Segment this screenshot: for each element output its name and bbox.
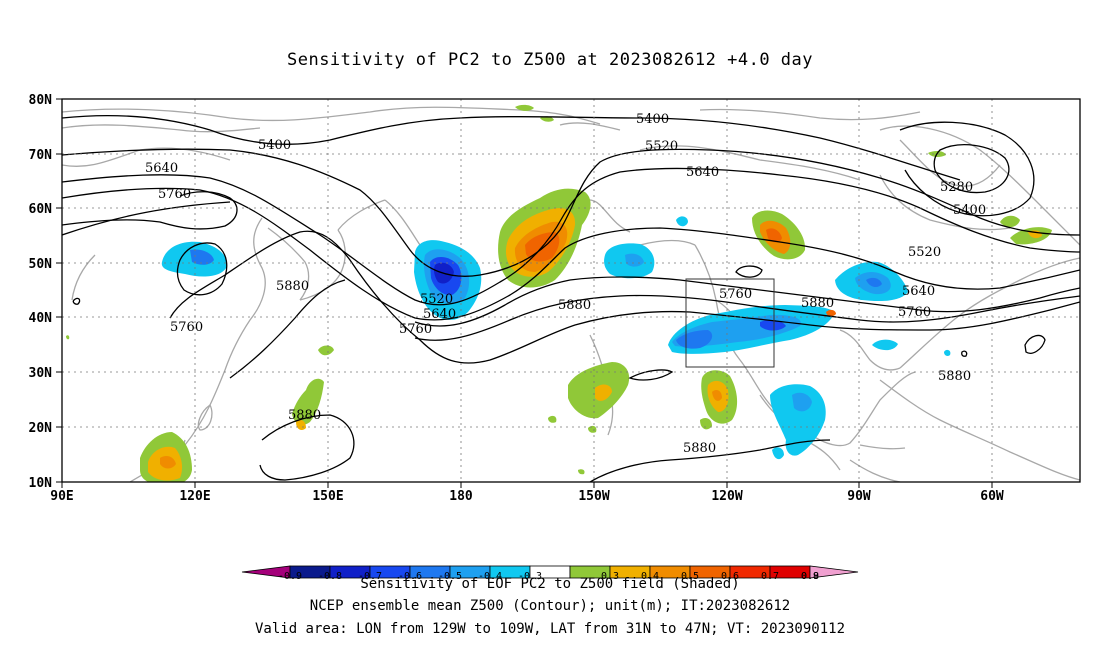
lon-label: 120E — [179, 489, 210, 504]
lat-label: 20N — [29, 421, 53, 436]
lon-label: 180 — [449, 489, 473, 504]
colorbar-tick-label: 0.8 — [801, 571, 819, 582]
lon-label: 90E — [50, 489, 73, 504]
colorbar-tick-label: -0.4 — [478, 571, 502, 582]
lat-label: 10N — [29, 476, 53, 491]
footer-valid-area: Valid area: LON from 129W to 109W, LAT f… — [254, 621, 845, 637]
contour-label: 5640 — [902, 284, 935, 299]
z500-contours — [62, 115, 1080, 482]
contour-label: 5760 — [158, 187, 191, 202]
footer-contour-caption: NCEP ensemble mean Z500 (Contour); unit(… — [309, 598, 791, 614]
contour-label: 5520 — [645, 139, 678, 154]
axis-ticks — [56, 98, 993, 488]
colorbar-tick-label: 0.9 — [801, 571, 819, 582]
colorbar-tick-label: -0.7 — [358, 571, 382, 582]
colorbar-tick-label: -0.5 — [438, 571, 462, 582]
colorbar-extend-high — [809, 565, 859, 579]
contour-label-group: 5400 5400 5520 5640 5640 5760 5760 5760 … — [145, 112, 986, 456]
contour-label: 5640 — [423, 307, 456, 322]
lat-label: 70N — [29, 148, 53, 163]
map-title: Sensitivity of PC2 to Z500 at 2023082612… — [286, 50, 813, 70]
contour-label: 5520 — [420, 292, 453, 307]
colorbar-tick-label: -0.8 — [318, 571, 342, 582]
colorbar-tick-label: -0.3 — [518, 571, 542, 582]
lat-label: 50N — [29, 257, 53, 272]
lat-label: 30N — [29, 366, 53, 381]
lat-label: 60N — [29, 202, 53, 217]
lat-label: 40N — [29, 311, 53, 326]
valid-area-box — [685, 278, 775, 368]
contour-label: 5880 — [801, 296, 834, 311]
colorbar-tick-label: 0.3 — [601, 571, 619, 582]
lon-label: 90W — [847, 489, 871, 504]
contour-label: 5880 — [276, 279, 309, 294]
contour-label: 5760 — [170, 320, 203, 335]
colorbar-tick-label: 0.6 — [721, 571, 739, 582]
map-frame — [61, 98, 1081, 483]
lon-label: 60W — [980, 489, 1004, 504]
lat-lon-grid — [62, 99, 1080, 482]
colorbar-tick-label: 0.4 — [641, 571, 659, 582]
contour-label: 5400 — [258, 138, 291, 153]
contour-label: 5640 — [686, 165, 719, 180]
contour-label: 5640 — [145, 161, 178, 176]
contour-label: 5520 — [908, 245, 941, 260]
colorbar-tick-label: 0.5 — [681, 571, 699, 582]
contour-label: 5280 — [940, 180, 973, 195]
contour-label: 5880 — [683, 441, 716, 456]
lon-label: 120W — [711, 489, 742, 504]
lon-label: 150E — [312, 489, 343, 504]
colorbar-tick-label: 0.7 — [761, 571, 779, 582]
contour-label: 5880 — [938, 369, 971, 384]
contour-label: 5880 — [288, 408, 321, 423]
lat-label: 80N — [29, 93, 53, 108]
contour-label: 5400 — [636, 112, 669, 127]
colorbar-tick-label: -0.9 — [278, 571, 302, 582]
contour-label: 5400 — [953, 203, 986, 218]
colorbar: -0.9 -0.8 -0.7 -0.6 -0.5 -0.4 -0.3 0.3 0.4 0.5 0.6… — [241, 565, 859, 582]
contour-label: 5760 — [898, 305, 931, 320]
contour-label: 5880 — [558, 298, 591, 313]
contour-label: 5760 — [399, 322, 432, 337]
lon-label: 150W — [578, 489, 609, 504]
footer-shaded-caption: Sensitivity of EOF PC2 to Z500 field (Sh… — [360, 576, 740, 592]
colorbar-tick-label: -0.6 — [398, 571, 422, 582]
contour-label: 5760 — [719, 287, 752, 302]
